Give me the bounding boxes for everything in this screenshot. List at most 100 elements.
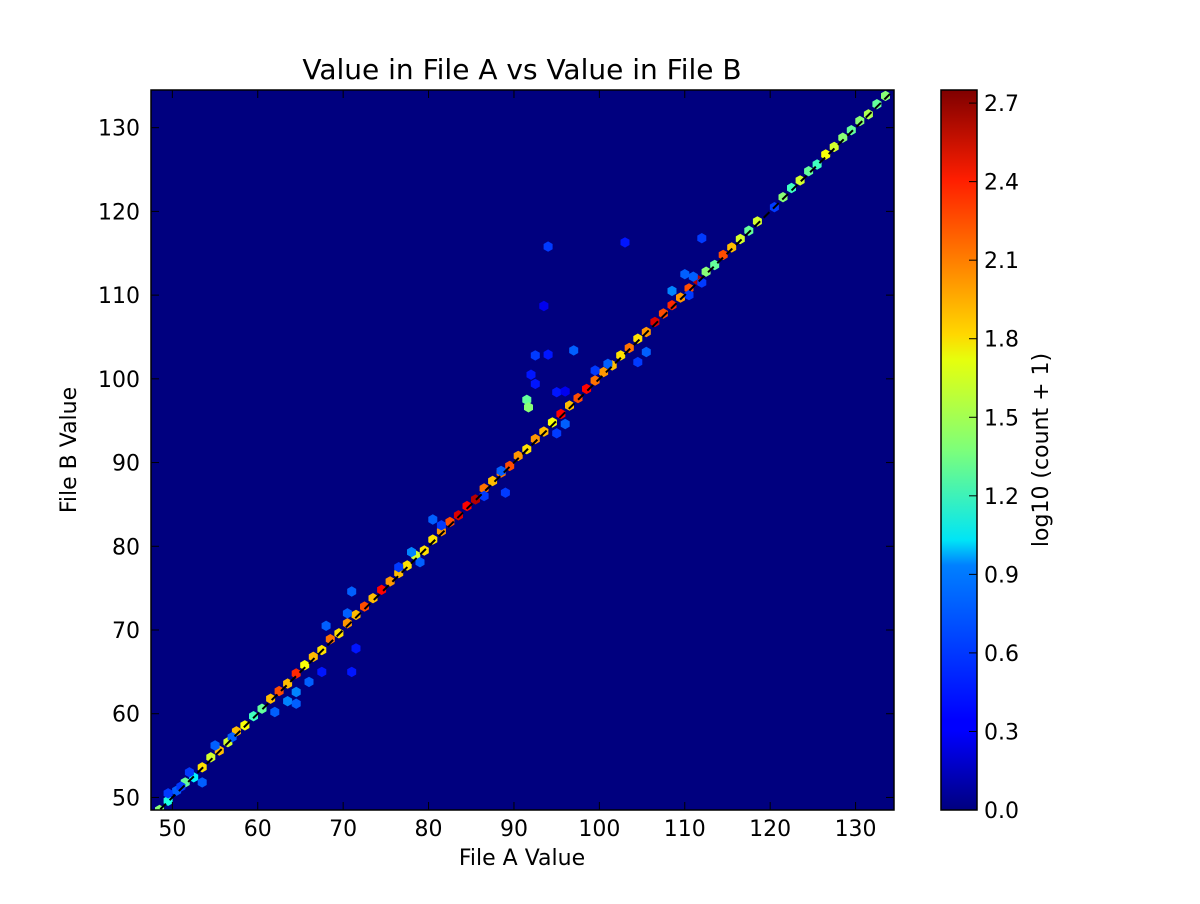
x-axis-label: File A Value: [459, 846, 585, 871]
x-tick-label: 120: [749, 817, 791, 842]
hexbin-cell: [787, 182, 796, 194]
hexbin-cell: [855, 115, 865, 127]
hexbin-cell: [552, 428, 562, 439]
hexbin-cell: [667, 285, 677, 297]
x-tick-label: 110: [664, 817, 706, 842]
hexbin-cell: [291, 698, 301, 709]
hexbin-cell: [308, 651, 318, 662]
hexbin-cell: [347, 666, 357, 678]
colorbar-tick-label: 1.5: [984, 406, 1019, 431]
hexbin-cell: [496, 465, 506, 477]
hexbin-cell: [684, 289, 694, 301]
hexbin-cell: [701, 266, 711, 277]
hexbin-cell: [360, 601, 369, 612]
colorbar-tick-label: 2.4: [984, 171, 1019, 196]
hexbin-cell: [633, 356, 643, 368]
colorbar: [940, 89, 978, 811]
hexbin-cell: [206, 752, 216, 763]
hexbin-cell: [560, 418, 570, 430]
hexbin-cell: [838, 132, 848, 143]
hexbin-cell: [881, 90, 890, 102]
hexbin-cell: [556, 408, 566, 420]
x-tick-label: 130: [835, 817, 877, 842]
hexbin-cell: [184, 767, 194, 778]
y-axis-ticks: 50 60 70 80 90 100 110 120 130: [98, 117, 894, 811]
hexbin-cell: [530, 433, 540, 445]
hexbin-cell: [462, 500, 472, 512]
y-axis-label: File B Value: [57, 387, 82, 513]
hexbin-cell: [270, 706, 280, 718]
hexbin-cell: [351, 643, 361, 654]
identity-line: [158, 90, 894, 810]
y-tick-label: 120: [98, 200, 140, 225]
chart-title: Value in File A vs Value in File B: [302, 53, 741, 86]
hexbin-cell: [249, 711, 258, 722]
hexbin-cell: [821, 149, 831, 160]
hexbin-cell: [778, 192, 788, 203]
hexbin-cell: [274, 685, 284, 697]
hexbin-cell: [283, 696, 293, 707]
y-tick-label: 60: [112, 703, 140, 728]
hexbin-cell: [210, 740, 220, 751]
hexbin-cell: [453, 510, 463, 521]
hexbin-cell: [752, 216, 762, 227]
hexbin-cell: [479, 490, 489, 502]
hexbin-cells: [155, 90, 890, 810]
colorbar-tick-label: 1.2: [984, 485, 1019, 510]
colorbar-tick-label: 0.0: [984, 799, 1019, 824]
hexbin-cell: [547, 417, 557, 428]
hexbin-cell: [599, 366, 609, 378]
hexbin-cell: [676, 292, 685, 303]
colorbar-tick-label: 0.3: [984, 720, 1019, 745]
colorbar-ticks: 0.0 0.3 0.6 0.9 1.2 1.5 1.8 2.1 2.4 2.7: [969, 92, 1019, 824]
hexbin-cell: [620, 237, 630, 248]
hexbin-cell: [445, 516, 455, 528]
y-tick-label: 110: [98, 284, 140, 309]
hexbin-cell: [342, 618, 352, 629]
hexbin-cell: [368, 593, 378, 604]
hexbin-cell: [633, 333, 643, 344]
hexbin-cell: [573, 392, 583, 404]
hexbin-cell: [552, 387, 562, 398]
hexbin-cell: [513, 450, 523, 462]
hexbin-cell: [872, 99, 882, 110]
colorbar-tick-label: 0.6: [984, 642, 1019, 667]
y-tick-label: 130: [98, 117, 140, 142]
hexbin-cell: [582, 383, 592, 395]
hexbin-cell: [650, 316, 660, 328]
hexbin-cell: [488, 475, 498, 487]
hexbin-cell: [377, 584, 387, 595]
colorbar-tick-label: 0.9: [984, 563, 1019, 588]
hexbin-cell: [385, 576, 395, 587]
x-tick-label: 70: [329, 817, 357, 842]
hexbin-cell: [658, 308, 668, 319]
hexbin-cell: [304, 676, 314, 688]
hexbin-cell: [530, 378, 540, 390]
hexbin-cell: [569, 345, 579, 356]
x-tick-label: 90: [500, 817, 528, 842]
hexbin-cell: [560, 386, 570, 397]
hexbin-cell: [565, 400, 574, 411]
x-tick-label: 50: [158, 817, 186, 842]
hexbin-cell: [795, 175, 805, 186]
y-tick-label: 70: [112, 619, 140, 644]
hexbin-cell: [616, 350, 626, 361]
hexbin-cell: [479, 483, 489, 494]
x-tick-label: 80: [415, 817, 443, 842]
hexbin-cell: [603, 358, 613, 369]
hexbin-cell: [684, 283, 694, 294]
hexbin-cell: [680, 269, 690, 280]
hexbin-cell: [522, 394, 532, 405]
hexbin-cell: [291, 668, 301, 679]
hexbin-cell: [524, 402, 533, 413]
hexbin-cell: [321, 620, 331, 631]
y-tick-label: 90: [112, 452, 140, 477]
plot-frame: [150, 89, 895, 811]
hexbin-cell: [347, 586, 357, 597]
hexbin-cell: [590, 375, 600, 386]
hexbin-cell: [428, 534, 438, 545]
colorbar-tick-label: 1.8: [984, 328, 1019, 353]
colorbar-tick-label: 2.1: [984, 249, 1019, 274]
hexbin-cell: [394, 562, 404, 573]
